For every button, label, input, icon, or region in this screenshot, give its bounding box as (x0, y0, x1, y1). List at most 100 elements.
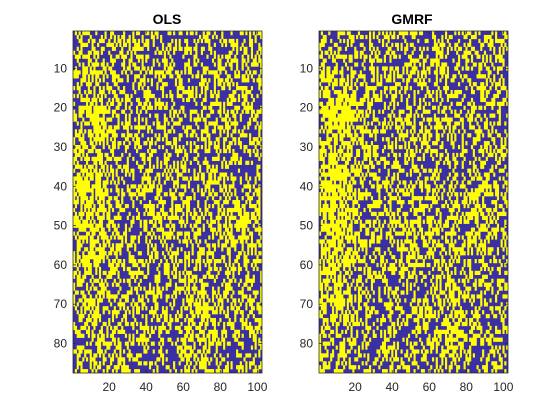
gmrf-heatmap-cell (333, 290, 342, 295)
gmrf-heatmap-cell (506, 345, 509, 350)
ols-heatmap-cell (199, 262, 202, 268)
ols-heatmap-cell (260, 278, 263, 283)
gmrf-heatmap-cell (393, 54, 398, 59)
ols-heatmap-cell (187, 262, 191, 268)
ols-heatmap-cell (186, 97, 191, 103)
ols-heatmap-cell (173, 235, 176, 240)
ols-heatmap-cell (134, 317, 137, 323)
gmrf-heatmap-cell (413, 97, 416, 103)
ols-heatmap-cell (121, 133, 126, 138)
gmrf-heatmap-cell (448, 251, 451, 256)
ols-heatmap-cell (80, 125, 83, 130)
ols-heatmap-cell (115, 243, 124, 248)
ols-heatmap-cell (148, 70, 153, 75)
ols-heatmap-cell (184, 223, 187, 228)
ols-x-tick-label: 80 (214, 380, 228, 394)
gmrf-heatmap-cell (502, 349, 505, 354)
gmrf-heatmap-cell (439, 145, 444, 150)
ols-heatmap-cell (241, 101, 246, 106)
ols-heatmap-cell (187, 259, 191, 264)
gmrf-heatmap-cell (346, 148, 349, 154)
ols-heatmap-cell (73, 223, 94, 228)
gmrf-heatmap-cell (333, 180, 336, 185)
ols-heatmap-cell (191, 286, 198, 291)
gmrf-heatmap-cell (328, 251, 331, 256)
ols-heatmap-cell (93, 262, 100, 268)
gmrf-heatmap-cell (363, 164, 370, 169)
ols-heatmap-cell (219, 317, 222, 323)
gmrf-heatmap-cell (502, 62, 505, 67)
gmrf-heatmap-cell (391, 290, 398, 295)
ols-heatmap-cell (91, 156, 103, 162)
ols-heatmap-cell (189, 306, 192, 311)
gmrf-heatmap-cell (470, 66, 474, 71)
gmrf-heatmap-cell (491, 62, 494, 67)
ols-heatmap-cell (156, 160, 159, 165)
ols-heatmap-cell (95, 223, 103, 228)
ols-heatmap-cell (217, 239, 220, 244)
ols-heatmap-cell (174, 255, 178, 260)
gmrf-heatmap-cell (319, 109, 338, 114)
gmrf-heatmap-cell (437, 172, 440, 177)
gmrf-heatmap-cell (383, 353, 388, 358)
gmrf-heatmap-cell (439, 286, 442, 291)
ols-heatmap-cell (236, 306, 241, 311)
ols-heatmap-cell (117, 176, 120, 181)
ols-heatmap-cell (137, 86, 140, 91)
ols-heatmap-cell (174, 207, 183, 213)
ols-heatmap-cell (110, 302, 113, 307)
gmrf-heatmap-cell (319, 89, 322, 95)
ols-heatmap-cell (74, 329, 81, 334)
ols-heatmap-cell (145, 314, 148, 319)
ols-heatmap-cell (252, 184, 255, 189)
ols-heatmap-cell (73, 325, 78, 331)
gmrf-heatmap-cell (398, 109, 405, 114)
ols-heatmap-cell (91, 215, 94, 220)
gmrf-heatmap-cell (354, 46, 357, 51)
gmrf-heatmap-cell (378, 353, 381, 358)
ols-heatmap-cell (224, 262, 228, 268)
gmrf-heatmap-cell (459, 184, 466, 189)
ols-heatmap-cell (174, 145, 178, 150)
gmrf-heatmap-cell (489, 38, 494, 44)
ols-heatmap-cell (208, 137, 211, 142)
ols-heatmap-cell (174, 78, 178, 83)
gmrf-heatmap-cell (348, 192, 351, 197)
ols-heatmap-cell (76, 361, 83, 366)
ols-heatmap-cell (202, 302, 209, 307)
gmrf-heatmap-cell (333, 50, 336, 55)
ols-heatmap-cell (239, 310, 244, 315)
ols-heatmap-cell (217, 203, 220, 209)
gmrf-heatmap-cell (350, 70, 357, 75)
ols-heatmap-cell (117, 211, 120, 217)
gmrf-heatmap-cell (367, 101, 374, 106)
ols-heatmap-cell (208, 121, 218, 126)
ols-heatmap-cell (147, 129, 150, 134)
gmrf-heatmap-cell (343, 89, 348, 95)
gmrf-heatmap-cell (443, 317, 450, 323)
ols-heatmap-cell (228, 141, 233, 146)
gmrf-heatmap-cell (420, 70, 427, 75)
ols-heatmap-cell (128, 337, 131, 342)
gmrf-heatmap-cell (446, 38, 449, 44)
ols-heatmap-cell (219, 172, 228, 177)
gmrf-heatmap-cell (502, 196, 507, 201)
gmrf-heatmap-cell (422, 321, 429, 327)
gmrf-heatmap-cell (356, 329, 359, 334)
gmrf-heatmap-cell (413, 93, 416, 99)
gmrf-heatmap-cell (396, 176, 399, 181)
ols-heatmap-cell (247, 121, 252, 126)
gmrf-heatmap-cell (448, 105, 451, 110)
gmrf-heatmap-cell (446, 274, 451, 279)
gmrf-heatmap-cell (467, 42, 472, 48)
ols-heatmap-cell (184, 282, 187, 287)
ols-heatmap-cell (213, 172, 216, 177)
ols-heatmap-cell (169, 369, 172, 374)
ols-heatmap-cell (202, 227, 205, 232)
ols-heatmap-cell (232, 113, 237, 118)
gmrf-heatmap-cell (372, 145, 379, 150)
ols-heatmap-cell (163, 270, 170, 276)
ols-heatmap-cell (163, 133, 168, 138)
gmrf-heatmap-cell (319, 168, 322, 173)
